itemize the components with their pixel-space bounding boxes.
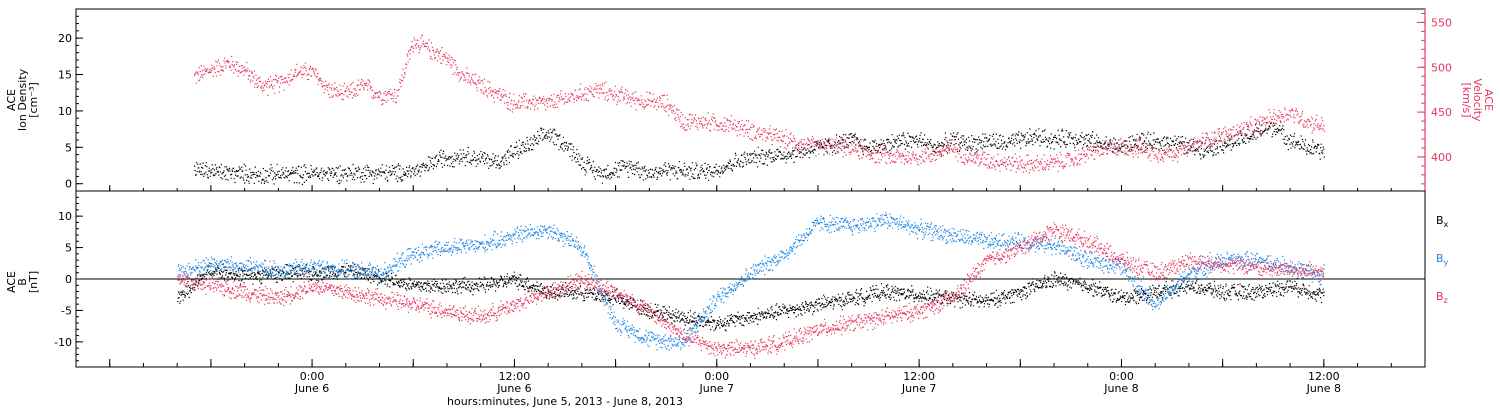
b-tick-label: 5: [65, 242, 72, 255]
b-title-line: [nT]: [27, 271, 40, 293]
density-points: [194, 121, 1325, 185]
velocity-title-line: Velocity: [1471, 78, 1484, 122]
density-tick-label: 5: [65, 141, 72, 154]
time-axis-title: hours:minutes, June 5, 2013 - June 8, 20…: [447, 395, 683, 408]
by-series: [177, 212, 1325, 351]
time-tick-label: 0:00: [1109, 370, 1134, 383]
density-series: [194, 121, 1325, 185]
velocity-series: [194, 34, 1325, 174]
bz-series: [177, 222, 1325, 359]
time-tick-date: June 8: [1306, 382, 1341, 395]
magnetic-field-points: [177, 212, 1325, 359]
velocity-tick-label: 450: [1431, 106, 1452, 119]
time-tick-date: June 6: [294, 382, 329, 395]
time-tick-label: 0:00: [704, 370, 729, 383]
top-plot-frame: [75, 8, 1426, 192]
velocity-points: [194, 34, 1325, 174]
density-tick-label: 10: [58, 105, 72, 118]
b-axis-ticks: -10 -5 0 5 10: [54, 196, 83, 362]
legend-label-x: Bx: [1436, 214, 1449, 229]
density-title-line: ACE: [5, 89, 18, 111]
velocity-tick-label: 400: [1431, 151, 1452, 164]
time-tick-date: June 7: [901, 382, 936, 395]
b-tick-label: 0: [65, 273, 72, 286]
density-axis-ticks: 0 5 10 15 20: [58, 15, 83, 191]
time-tick-date: June 8: [1103, 382, 1138, 395]
b-tick-label: -5: [61, 304, 72, 317]
time-tick-label: 12:00: [499, 370, 531, 383]
density-title-line: Ion Density: [16, 68, 29, 131]
time-tick-label: 12:00: [1308, 370, 1340, 383]
b-tick-label: 10: [58, 210, 72, 223]
component-legend: Bx By Bz: [1436, 214, 1449, 305]
b-tick-label: -10: [54, 336, 72, 349]
b-title-line: B: [16, 278, 29, 286]
density-tick-label: 20: [58, 32, 72, 45]
velocity-title-line: ACE: [1482, 89, 1495, 111]
velocity-tick-label: 500: [1431, 61, 1452, 74]
velocity-tick-label: 550: [1431, 16, 1452, 29]
density-title-line: [cm⁻³]: [27, 82, 40, 118]
density-tick-label: 15: [58, 69, 72, 82]
time-tick-label: 12:00: [903, 370, 935, 383]
density-tick-label: 0: [65, 178, 72, 191]
velocity-title-line: [km/s]: [1460, 82, 1473, 117]
time-tick-date: June 6: [496, 382, 531, 395]
b-title-line: ACE: [5, 271, 18, 293]
legend-label-y: By: [1436, 252, 1449, 267]
legend-label-z: Bz: [1436, 290, 1448, 305]
time-tick-date: June 7: [699, 382, 734, 395]
time-tick-label: 0:00: [300, 370, 325, 383]
velocity-axis-ticks: 400 450 500 550: [1417, 9, 1452, 191]
bx-series: [177, 262, 1325, 332]
